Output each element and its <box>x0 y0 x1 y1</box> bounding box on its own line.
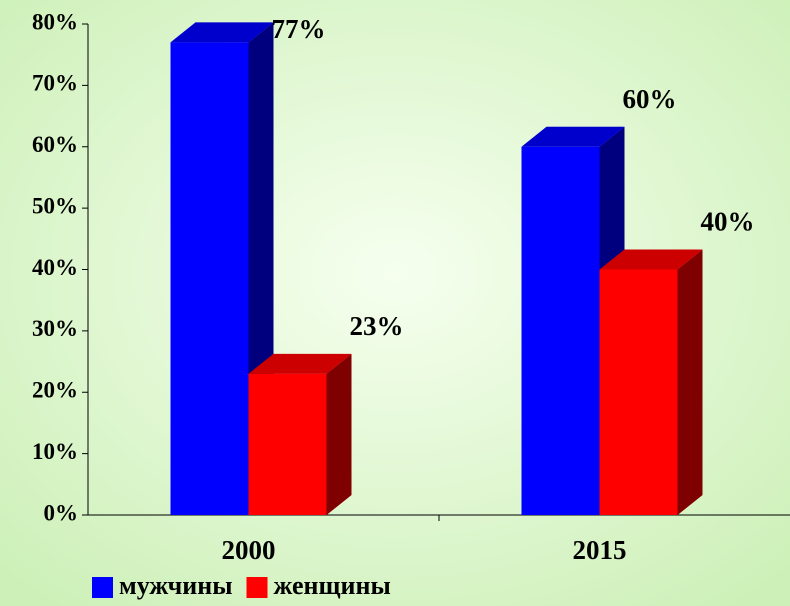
legend-swatch <box>246 577 268 598</box>
y-tick-label: 40% <box>32 255 78 280</box>
y-tick-label: 70% <box>32 71 78 96</box>
y-tick-label: 50% <box>32 193 78 218</box>
legend-label: мужчины <box>119 571 233 600</box>
y-tick-label: 60% <box>32 132 78 157</box>
bar-top-shade <box>521 126 625 147</box>
bar-top <box>521 126 625 147</box>
y-tick-label: 30% <box>32 316 78 341</box>
bar-top-shade <box>599 249 703 270</box>
legend-swatch <box>92 577 113 598</box>
y-tick-label: 0% <box>44 500 79 525</box>
bar-top <box>248 353 352 374</box>
legend-label: женщины <box>274 571 391 600</box>
value-label: 23% <box>350 311 404 341</box>
bar-side-shade <box>326 353 352 515</box>
y-tick-label: 80% <box>32 9 78 34</box>
x-tick-label: 2000 <box>222 535 276 565</box>
bar-top <box>599 249 703 270</box>
y-tick-label: 10% <box>32 439 78 464</box>
bar <box>521 146 600 515</box>
bar-top-shade <box>170 22 274 43</box>
x-tick-label: 2015 <box>573 535 627 565</box>
value-label: 60% <box>623 84 677 114</box>
y-tick-label: 20% <box>32 378 78 403</box>
bar <box>599 269 678 515</box>
bar-side-shade <box>677 249 703 515</box>
value-label: 40% <box>701 207 755 237</box>
bar <box>248 373 327 515</box>
value-label: 77% <box>272 14 326 44</box>
bar <box>170 42 249 515</box>
bar-top <box>170 22 274 43</box>
bar-top-shade <box>248 353 352 374</box>
